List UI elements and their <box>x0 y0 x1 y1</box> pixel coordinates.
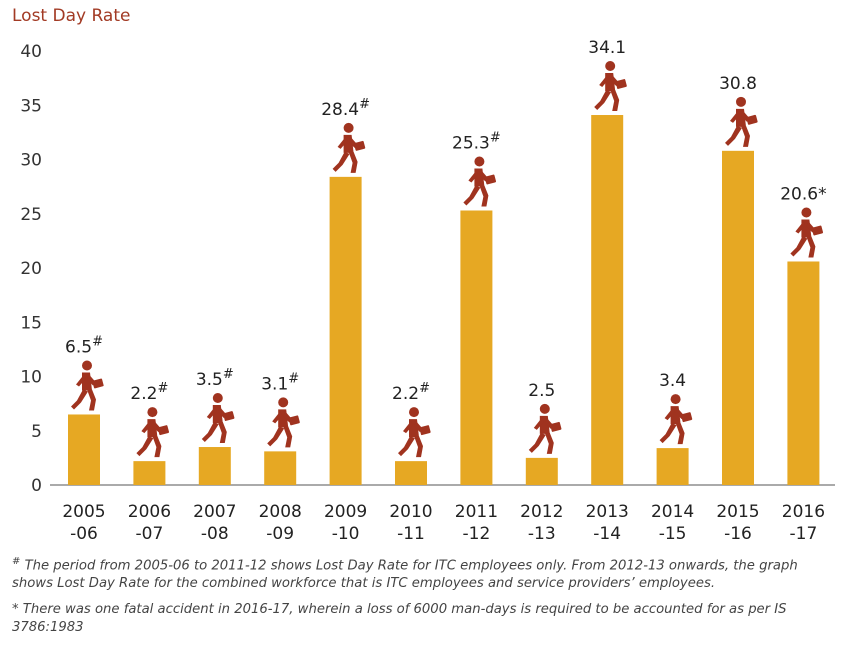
x-tick-label: 2008 -09 <box>259 502 302 544</box>
walking-worker-with-briefcase-icon <box>725 96 758 147</box>
walking-worker-with-briefcase-icon <box>594 61 627 112</box>
footnote-star: * There was one fatal accident in 2016-1… <box>12 601 838 637</box>
y-tick-label: 20 <box>20 259 42 279</box>
x-tick-label: 2007 -08 <box>193 502 236 544</box>
footnote-star-mark: * <box>12 602 19 618</box>
x-tick-label: 2010 -11 <box>389 502 432 544</box>
x-tick-label: 2005 -06 <box>62 502 105 544</box>
x-tick-label: 2015 -16 <box>716 502 759 544</box>
data-label: 25.3# <box>452 130 501 153</box>
bar <box>68 414 100 485</box>
bar <box>787 261 820 485</box>
walking-worker-with-briefcase-icon <box>398 407 431 458</box>
y-tick-label: 15 <box>20 313 42 333</box>
x-tick-label: 2013 -14 <box>586 502 629 544</box>
footnote-hash-mark: # <box>12 556 21 567</box>
walking-worker-with-briefcase-icon <box>267 397 300 448</box>
y-tick-label: 0 <box>31 476 42 496</box>
data-label: 34.1 <box>588 38 626 58</box>
value-labels: 6.5# 2.2# 3.5# 3.1# 28.4# 2.2# 25.3# 2.5 34.1 3.4… <box>65 38 827 404</box>
walking-worker-with-briefcase-icon <box>790 207 824 258</box>
footnotes: # The period from 2005-06 to 2011-12 sho… <box>12 553 838 645</box>
data-label: 6.5# <box>65 334 103 357</box>
data-label: 3.1# <box>261 371 299 394</box>
y-tick-label: 5 <box>31 422 42 442</box>
y-tick-label: 10 <box>20 368 42 388</box>
bar <box>525 457 558 485</box>
bar <box>591 115 624 485</box>
footnote-hash-text: The period from 2005-06 to 2011-12 shows… <box>12 558 798 592</box>
x-tick-label: 2006 -07 <box>128 502 171 544</box>
data-label: 20.6* <box>780 184 826 204</box>
walking-worker-with-briefcase-icon <box>463 156 497 207</box>
walking-worker-with-briefcase-icon <box>136 407 170 458</box>
data-label: 2.2# <box>392 381 430 404</box>
y-tick-label: 35 <box>20 96 42 116</box>
data-label: 3.5# <box>196 367 234 390</box>
x-axis-labels: 2005 -06 2006 -07 2007 -08 2008 -09 2009 -10 2010-… <box>62 502 825 544</box>
data-label: 28.4# <box>321 97 370 120</box>
x-tick-label: 2011 -12 <box>455 502 498 544</box>
data-label: 2.2# <box>130 381 168 404</box>
bar <box>198 447 231 485</box>
bar <box>264 451 297 485</box>
bars <box>68 115 820 486</box>
x-tick-label: 2012 -13 <box>520 502 563 544</box>
lost-day-rate-bar-chart: 0 5 10 15 20 25 30 35 40 6.5# 2.2# 3.5# 3.1# 28.4# 2.… <box>20 38 835 544</box>
x-tick-label: 2009 -10 <box>324 502 367 544</box>
walking-worker-with-briefcase-icon <box>71 360 104 411</box>
x-tick-label: 2016 -17 <box>782 502 825 544</box>
walking-worker-with-briefcase-icon <box>201 393 235 444</box>
bar <box>460 210 493 485</box>
chart-title: Lost Day Rate <box>12 6 131 26</box>
y-axis: 0 5 10 15 20 25 30 35 40 <box>20 42 835 496</box>
y-tick-label: 30 <box>20 151 42 171</box>
data-label: 2.5 <box>528 381 555 401</box>
bar <box>329 176 362 486</box>
data-label: 3.4 <box>659 371 686 391</box>
bar <box>722 150 754 485</box>
y-tick-label: 40 <box>20 42 42 62</box>
data-label: 30.8 <box>719 74 757 94</box>
walking-worker-with-briefcase-icon <box>659 394 693 445</box>
bar <box>133 461 166 485</box>
bar <box>395 461 427 485</box>
bar <box>656 448 689 485</box>
walking-worker-with-briefcase-icon <box>528 403 562 454</box>
walking-worker-with-briefcase-icon <box>332 122 366 173</box>
footnote-star-text: There was one fatal accident in 2016-17,… <box>12 602 787 636</box>
y-tick-label: 25 <box>20 205 42 225</box>
worker-icons <box>71 61 824 458</box>
footnote-hash: # The period from 2005-06 to 2011-12 sho… <box>12 553 838 593</box>
x-tick-label: 2014 -15 <box>651 502 694 544</box>
